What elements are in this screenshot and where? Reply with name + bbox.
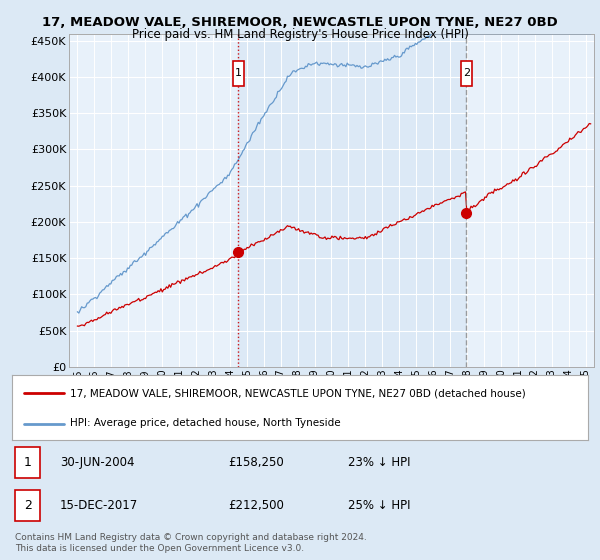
Text: 1: 1 bbox=[235, 68, 242, 78]
Text: 25% ↓ HPI: 25% ↓ HPI bbox=[348, 500, 410, 512]
Bar bbox=[233, 61, 244, 86]
Text: £158,250: £158,250 bbox=[228, 456, 284, 469]
Bar bbox=[461, 61, 472, 86]
Bar bbox=[15, 490, 40, 521]
Text: Price paid vs. HM Land Registry's House Price Index (HPI): Price paid vs. HM Land Registry's House … bbox=[131, 28, 469, 41]
Bar bbox=[15, 447, 40, 478]
Text: 23% ↓ HPI: 23% ↓ HPI bbox=[348, 456, 410, 469]
Bar bbox=[238, 34, 466, 367]
Text: 1: 1 bbox=[23, 456, 32, 469]
Text: 17, MEADOW VALE, SHIREMOOR, NEWCASTLE UPON TYNE, NE27 0BD (detached house): 17, MEADOW VALE, SHIREMOOR, NEWCASTLE UP… bbox=[70, 388, 526, 398]
Text: 30-JUN-2004: 30-JUN-2004 bbox=[60, 456, 134, 469]
Text: 15-DEC-2017: 15-DEC-2017 bbox=[60, 500, 138, 512]
Text: 17, MEADOW VALE, SHIREMOOR, NEWCASTLE UPON TYNE, NE27 0BD: 17, MEADOW VALE, SHIREMOOR, NEWCASTLE UP… bbox=[42, 16, 558, 29]
Text: £212,500: £212,500 bbox=[228, 500, 284, 512]
Text: HPI: Average price, detached house, North Tyneside: HPI: Average price, detached house, Nort… bbox=[70, 418, 340, 428]
Text: Contains HM Land Registry data © Crown copyright and database right 2024.
This d: Contains HM Land Registry data © Crown c… bbox=[15, 533, 367, 553]
Text: 2: 2 bbox=[463, 68, 470, 78]
Text: 2: 2 bbox=[23, 500, 32, 512]
